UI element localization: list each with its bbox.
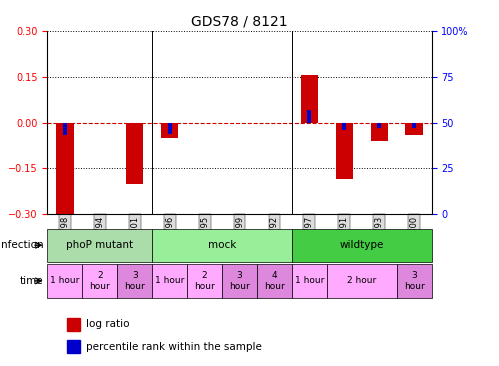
Bar <box>300 75 318 123</box>
Text: 3
hour: 3 hour <box>124 271 145 291</box>
Bar <box>397 264 432 298</box>
Bar <box>292 229 432 262</box>
Bar <box>342 123 346 130</box>
Text: log ratio: log ratio <box>86 320 129 329</box>
Text: mock: mock <box>208 240 236 250</box>
Bar <box>152 264 187 298</box>
Bar <box>405 123 423 135</box>
Bar <box>412 123 416 128</box>
Text: 4
hour: 4 hour <box>264 271 285 291</box>
Bar <box>152 229 292 262</box>
Text: 2
hour: 2 hour <box>194 271 215 291</box>
Text: 3
hour: 3 hour <box>404 271 425 291</box>
Title: GDS78 / 8121: GDS78 / 8121 <box>191 15 288 29</box>
Text: 1 hour: 1 hour <box>50 276 79 285</box>
Bar <box>222 264 257 298</box>
Bar <box>370 123 388 141</box>
Text: infection: infection <box>0 240 43 250</box>
Bar <box>47 229 152 262</box>
Text: 1 hour: 1 hour <box>295 276 324 285</box>
Bar <box>126 123 144 184</box>
Text: 2 hour: 2 hour <box>347 276 376 285</box>
Text: wildtype: wildtype <box>340 240 384 250</box>
Text: 2
hour: 2 hour <box>89 271 110 291</box>
Bar <box>327 264 397 298</box>
Bar <box>47 264 82 298</box>
Bar <box>63 123 67 135</box>
Bar <box>66 340 80 353</box>
Text: percentile rank within the sample: percentile rank within the sample <box>86 342 261 352</box>
Bar <box>168 123 172 134</box>
Bar <box>66 318 80 330</box>
Bar <box>307 110 311 123</box>
Bar <box>82 264 117 298</box>
Text: 3
hour: 3 hour <box>229 271 250 291</box>
Bar <box>56 123 74 214</box>
Bar <box>187 264 222 298</box>
Text: time: time <box>20 276 43 286</box>
Bar <box>257 264 292 298</box>
Text: 1 hour: 1 hour <box>155 276 184 285</box>
Bar <box>335 123 353 179</box>
Bar <box>161 123 179 138</box>
Bar <box>117 264 152 298</box>
Bar <box>377 123 381 128</box>
Bar <box>292 264 327 298</box>
Text: phoP mutant: phoP mutant <box>66 240 133 250</box>
